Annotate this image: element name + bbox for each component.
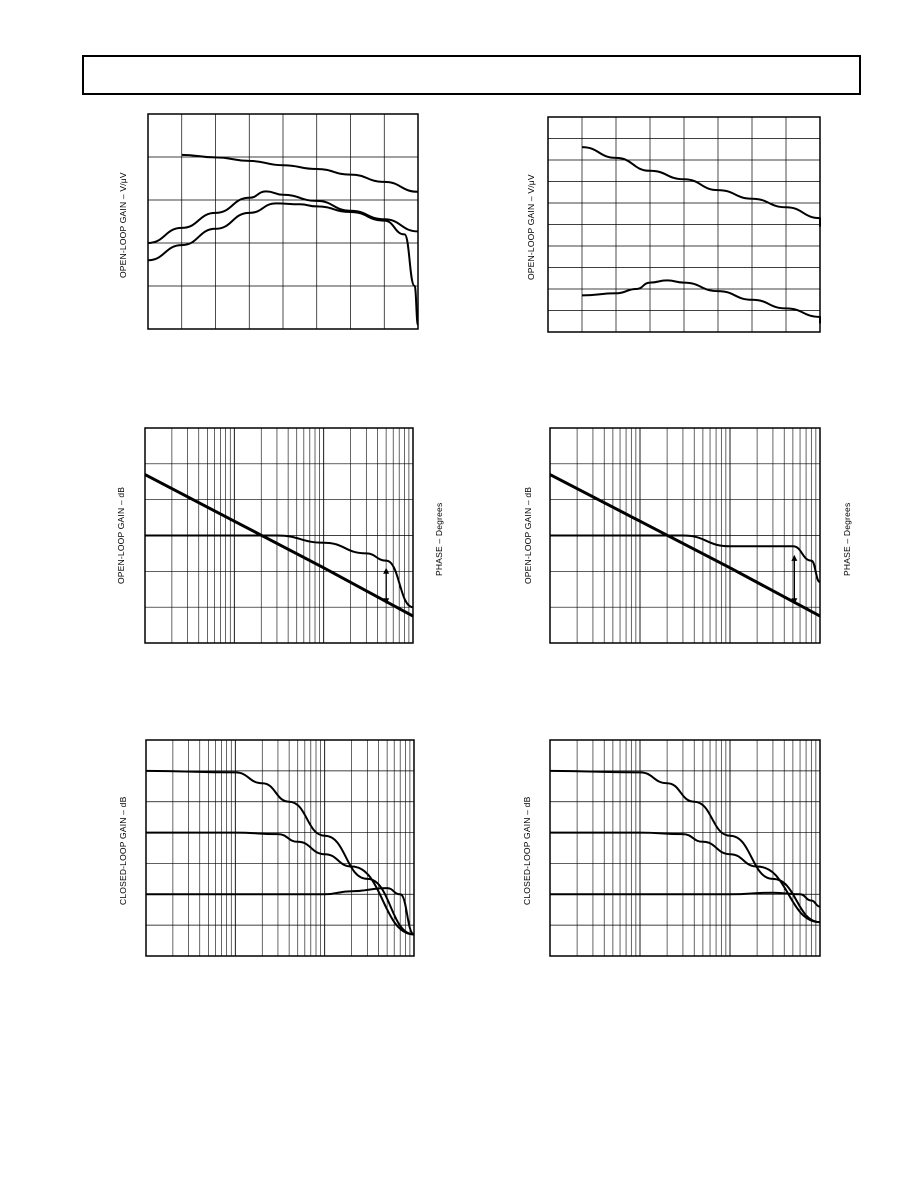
chart5-series-line bbox=[145, 887, 415, 936]
chart1-frame bbox=[147, 113, 419, 330]
chart6-ylabel: CLOSED-LOOP GAIN – dB bbox=[522, 796, 532, 905]
chart5-series-line bbox=[145, 831, 415, 936]
chart3-series-line bbox=[144, 473, 414, 618]
chart4-series-line bbox=[549, 473, 821, 618]
chart2-series-line bbox=[581, 146, 821, 227]
chart3-y2label: PHASE – Degrees bbox=[434, 502, 444, 576]
chart2-series-line bbox=[581, 279, 821, 324]
chart5-frame bbox=[145, 739, 415, 957]
chart1-ylabel: OPEN-LOOP GAIN – V/μV bbox=[118, 172, 128, 278]
chart1-series-line bbox=[181, 153, 419, 193]
page-header-box bbox=[82, 55, 861, 95]
chart6-series-line bbox=[549, 769, 821, 924]
chart4-arrow-head-down bbox=[791, 598, 798, 605]
chart3-ylabel: OPEN-LOOP GAIN – dB bbox=[116, 486, 126, 584]
chart1-series-line bbox=[147, 202, 419, 326]
chart3-arrow-head-up bbox=[383, 567, 390, 574]
chart6-frame bbox=[549, 739, 821, 957]
chart3-series-line bbox=[145, 534, 414, 609]
chart5-series-line bbox=[145, 769, 415, 936]
chart2-ylabel: OPEN-LOOP GAIN – V/μV bbox=[526, 174, 536, 280]
chart6-series-line bbox=[549, 891, 821, 908]
chart5-ylabel: CLOSED-LOOP GAIN – dB bbox=[118, 796, 128, 905]
chart1-series-line bbox=[147, 190, 419, 244]
chart4-y2label: PHASE – Degrees bbox=[842, 502, 852, 576]
chart6-series-line bbox=[549, 831, 821, 924]
chart4-arrow-head-up bbox=[791, 554, 798, 561]
chart3-arrow-head-down bbox=[383, 598, 390, 605]
chart4-series-line bbox=[550, 534, 821, 584]
chart4-ylabel: OPEN-LOOP GAIN – dB bbox=[523, 486, 533, 584]
